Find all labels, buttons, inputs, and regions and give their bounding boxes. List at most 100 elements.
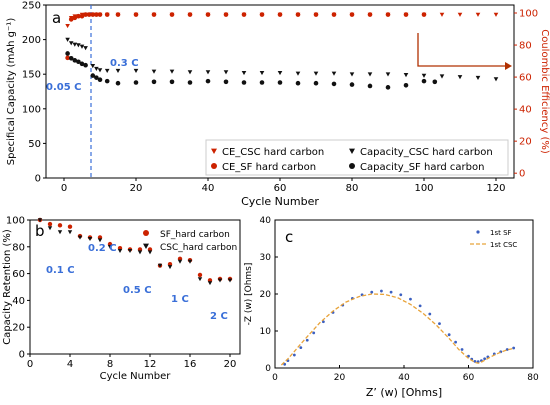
data-point — [389, 290, 393, 294]
data-point — [97, 77, 103, 83]
data-point — [167, 265, 173, 270]
data-point — [151, 79, 157, 85]
y-right-tick-label: 100 — [519, 9, 538, 20]
data-point — [104, 78, 110, 84]
data-point — [65, 23, 70, 29]
data-point — [454, 340, 457, 344]
annotation-rate: 1 C — [171, 294, 189, 305]
data-point — [90, 64, 96, 69]
y-right-tick-label: 20 — [519, 137, 532, 148]
data-point — [57, 230, 63, 235]
y-tick-label: 40 — [260, 216, 272, 226]
data-point — [97, 68, 103, 73]
x-tick-label: 60 — [274, 183, 287, 194]
data-point — [205, 70, 211, 75]
data-point — [223, 79, 229, 85]
data-point — [403, 82, 409, 88]
data-point — [104, 68, 110, 74]
y-tick-label: 250 — [22, 1, 41, 12]
data-point — [87, 237, 93, 241]
data-point — [439, 12, 445, 17]
series-3 — [65, 51, 438, 90]
data-point — [94, 66, 99, 71]
x-tick-label: 0 — [272, 373, 278, 383]
annotation-rate: 0.1 C — [46, 265, 75, 276]
y-tick-label: 60 — [12, 269, 25, 280]
panel-b-retention-chart: b 0 4 8 12 16 20 0 20 40 60 80 100 Cycle Number Capaci… — [2, 216, 241, 382]
legend: CE_CSC hard carbon CE_SF hard carbon Capac… — [205, 139, 509, 176]
data-point — [197, 277, 203, 282]
data-point — [385, 85, 391, 90]
y-tick-label: 10 — [260, 327, 272, 337]
data-point — [295, 12, 301, 17]
series-2 — [65, 37, 499, 82]
axis-arrow-head — [505, 62, 512, 70]
panel-label: c — [285, 228, 293, 246]
data-point — [223, 70, 229, 75]
data-point — [367, 12, 373, 17]
data-point — [197, 272, 203, 278]
data-point — [47, 221, 53, 227]
data-point — [385, 72, 391, 77]
data-point — [313, 80, 319, 86]
data-point — [313, 12, 319, 17]
y-tick-label: 150 — [22, 70, 41, 81]
x-tick-label: 60 — [463, 373, 475, 383]
data-point — [259, 80, 265, 85]
y-tick-label: 20 — [12, 323, 25, 334]
x-tick-label: 100 — [414, 183, 433, 194]
annotation-rate: 2 C — [210, 311, 228, 322]
data-point — [65, 55, 70, 61]
y-right-tick-label: 0 — [519, 169, 525, 180]
data-point — [76, 43, 81, 48]
data-point — [187, 70, 193, 75]
data-point — [475, 12, 481, 17]
data-point — [72, 15, 78, 21]
data-point — [331, 12, 337, 17]
data-point — [295, 71, 301, 76]
y-tick-label: 20 — [260, 290, 272, 300]
data-point — [97, 238, 103, 243]
legend: 1st SF 1st CSC — [470, 229, 517, 249]
data-point — [493, 77, 499, 82]
data-point — [76, 59, 81, 65]
data-point — [277, 70, 283, 76]
legend-label: 1st SF — [490, 229, 512, 237]
data-point — [205, 78, 211, 84]
x-tick-label: 20 — [334, 373, 346, 383]
data-point — [72, 58, 78, 63]
data-point — [47, 226, 53, 231]
axis-arrow — [417, 33, 505, 67]
legend-label: CE_CSC hard carbon — [222, 147, 324, 158]
data-point — [90, 12, 96, 17]
y-right-axis-label: Coulombic Efficiency (%) — [539, 29, 550, 154]
data-point — [367, 72, 373, 77]
data-point — [277, 12, 283, 17]
data-point — [299, 346, 303, 350]
x-tick-label: 8 — [107, 359, 113, 370]
data-point — [421, 73, 427, 78]
annotation-rate: 0.5 C — [123, 285, 152, 296]
legend-label: SF_hard carbon — [160, 230, 230, 240]
y-tick-label: 0 — [19, 350, 25, 361]
data-point — [187, 12, 193, 17]
y-tick-label: 30 — [260, 253, 272, 263]
data-point — [457, 12, 463, 17]
data-point — [151, 12, 157, 17]
data-point — [94, 75, 99, 80]
x-axis-label: Cycle Number — [241, 195, 319, 208]
data-point — [312, 331, 316, 335]
data-point — [223, 12, 229, 17]
x-tick-label: 120 — [486, 183, 505, 194]
panel-a-capacity-chart: a 0 20 40 60 80 100 120 0 50 100 150 200 250 0 20 40 60 80… — [6, 1, 550, 209]
data-point — [241, 12, 247, 17]
data-point — [83, 12, 88, 17]
x-axis-label: Z’ (w) [Ohms] — [366, 386, 442, 399]
y-tick-label: 0 — [35, 174, 41, 185]
data-point — [475, 75, 481, 80]
data-point — [72, 42, 78, 47]
y-tick-label: 40 — [12, 296, 25, 307]
data-point — [177, 259, 183, 264]
data-point — [79, 61, 85, 67]
data-point — [97, 12, 103, 17]
